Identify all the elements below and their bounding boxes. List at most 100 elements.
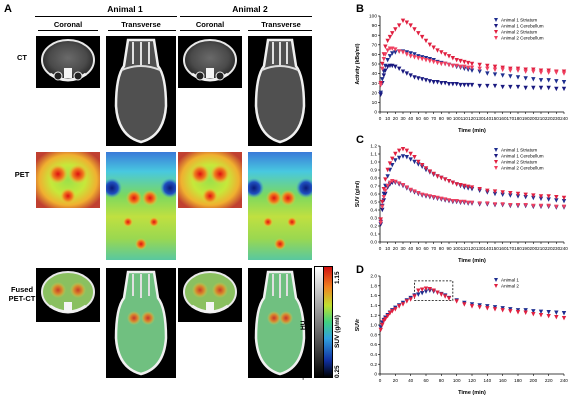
chart-b-point-s2 [469, 61, 475, 67]
chart-d-ytick-label: 1.6 [370, 293, 377, 299]
row-label-pet: PET [14, 170, 30, 179]
chart-b-xtick-label: 170 [506, 116, 514, 121]
chart-d-xlabel: Time (min) [458, 390, 486, 396]
chart-d-ylabel: SUVr [355, 319, 361, 331]
colorbar-hu-max: 2000 [300, 270, 307, 285]
chart-c-point-s2 [419, 163, 425, 168]
chart-d-xtick-label: 20 [393, 378, 399, 383]
chart-d-point-s1 [500, 308, 505, 313]
chart-d-xtick-label: 240 [560, 378, 568, 383]
chart-c-point-s2 [435, 174, 440, 179]
chart-c-point-s2 [439, 175, 444, 181]
chart-c-point-s2 [561, 195, 567, 201]
chart-c-xtick-label: 240 [560, 246, 568, 251]
transverse-header-2: Transverse [261, 20, 301, 29]
chart-c-xlabel: Time (min) [458, 258, 486, 264]
chart-b-point-s0 [485, 71, 490, 76]
chart-c-point-s0 [385, 174, 390, 179]
chart-b-xtick-label: 240 [560, 116, 568, 121]
chart-c-point-s2 [531, 193, 536, 198]
chart-d-xtick-label: 0 [379, 378, 382, 383]
chart-d-point-s1 [383, 316, 388, 322]
chart-b-point-s2 [446, 54, 452, 59]
chart-b-point-s3 [454, 63, 459, 69]
pet-coronal-animal1 [36, 152, 100, 208]
chart-b-point-s0 [500, 73, 505, 78]
chart-d-point-s0 [554, 310, 559, 315]
chart-b-xtick-label: 160 [499, 116, 507, 121]
chart-c-xtick-label: 220 [545, 246, 553, 251]
colorbar-suv-max: 1.15 [334, 271, 341, 284]
chart-c-point-s3 [381, 195, 387, 200]
row-label-fused: Fused PET-CT [2, 285, 42, 303]
chart-c-point-s3 [515, 203, 521, 208]
pet-coronal-animal2 [178, 152, 242, 208]
chart-c-point-s3 [393, 179, 398, 185]
chart-c-point-s2 [404, 148, 410, 153]
chart-b-point-s1 [538, 85, 544, 91]
chart-c-point-s0 [554, 198, 559, 203]
chart-d-point-s1 [416, 288, 421, 293]
chart-b-xtick-label: 230 [552, 116, 560, 121]
animal1-header: Animal 1 [107, 4, 143, 14]
chart-b-point-s1 [404, 71, 410, 76]
chart-c-point-s2 [477, 187, 482, 192]
chart-c-legend-label: Animal 2 Cerebellum [501, 166, 544, 171]
chart-b-point-s3 [500, 67, 505, 72]
chart-d-xtick-label: 100 [453, 378, 461, 383]
chart-b-point-s2 [485, 63, 490, 69]
chart-b-point-s3 [383, 52, 388, 57]
chart-d-ytick-label: 0.2 [370, 362, 377, 368]
chart-b-point-s2 [431, 45, 436, 50]
chart-b-xtick-label: 120 [468, 116, 476, 121]
transverse-underline-2 [248, 30, 312, 31]
chart-b-point-s2 [385, 38, 390, 44]
chart-c-point-s2 [538, 194, 544, 199]
chart-c-point-s3 [554, 204, 559, 209]
chart-c-point-s2 [465, 184, 471, 189]
fused-coronal-animal1 [36, 268, 100, 322]
fused-coronal-animal2 [178, 268, 242, 322]
chart-b-point-s1 [450, 81, 456, 87]
chart-b-point-s1 [446, 81, 452, 87]
chart-b-point-s3 [477, 66, 482, 71]
chart-c-point-s0 [515, 194, 521, 199]
chart-b-xlabel: Time (min) [458, 128, 486, 134]
chart-b-point-s1 [419, 77, 425, 82]
transverse-header-1: Transverse [121, 20, 161, 29]
chart-c-point-s0 [393, 158, 398, 163]
chart-c-xtick-label: 80 [439, 246, 445, 251]
chart-d-point-s1 [508, 309, 513, 314]
chart-c-legend-marker [494, 154, 498, 158]
colorbar-suv [323, 266, 333, 378]
chart-c-point-s3 [485, 201, 490, 206]
chart-c-xtick-label: 210 [537, 246, 545, 251]
chart-c-xtick-label: 0 [379, 246, 382, 251]
chart-b-xtick-label: 20 [393, 116, 399, 121]
chart-d-point-s1 [393, 307, 398, 312]
ct-coronal-animal2 [178, 36, 242, 88]
chart-c-point-s3 [416, 191, 421, 196]
chart-c-xtick-label: 120 [468, 246, 476, 251]
chart-b-point-s1 [469, 82, 475, 88]
chart-c-ytick-label: 0.6 [370, 192, 377, 198]
chart-c-legend-label: Animal 1 Cerebellum [501, 154, 544, 159]
chart-b-point-s3 [393, 47, 398, 52]
chart-b-point-s2 [427, 42, 433, 47]
chart-d-point-s1 [477, 305, 482, 310]
chart-c-point-s3 [538, 203, 544, 209]
chart-d-ytick-label: 1.2 [370, 313, 377, 319]
chart-b-point-s1 [378, 92, 383, 97]
chart-c-point-s3 [454, 199, 459, 204]
chart-b-point-s0 [408, 51, 413, 56]
chart-b-point-s3 [396, 49, 402, 54]
chart-b-point-s2 [383, 44, 388, 49]
chart-d-legend-label: Animal 2 [501, 284, 519, 289]
chart-b-point-s0 [515, 75, 521, 80]
chart-c-ytick-label: 0.8 [370, 176, 377, 182]
pet-transverse-animal1 [106, 152, 176, 260]
chart-b-point-s1 [462, 82, 467, 88]
chart-c-xtick-label: 40 [408, 246, 414, 251]
chart-b-point-s0 [546, 78, 551, 83]
chart-c-point-s2 [390, 156, 395, 161]
